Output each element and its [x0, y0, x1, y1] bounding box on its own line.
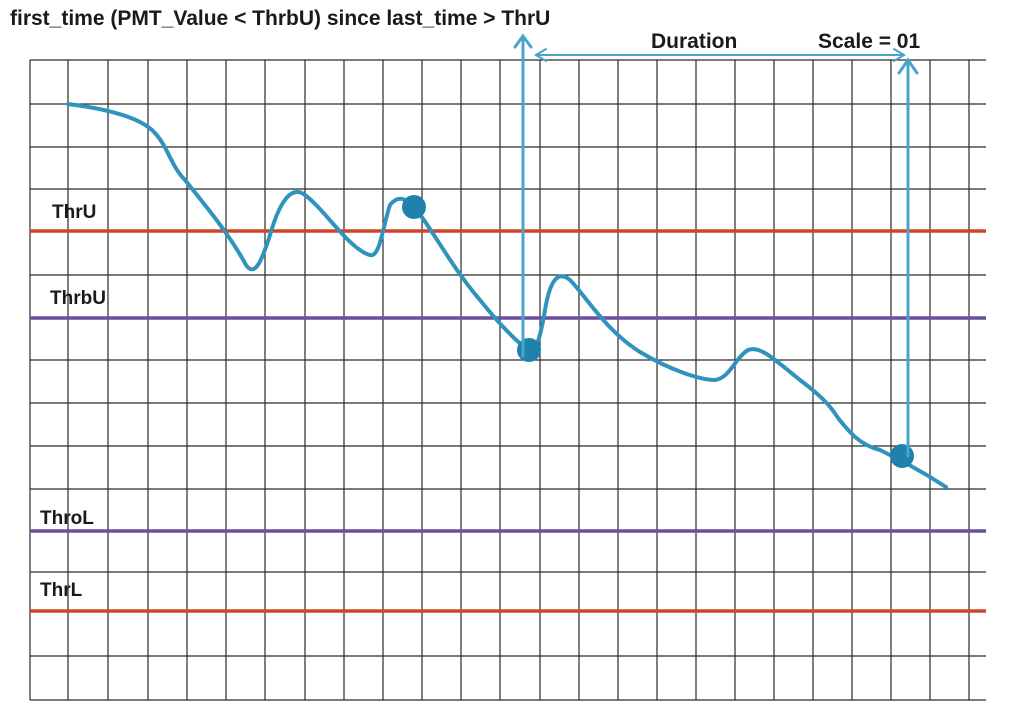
thrbu-crossing-marker — [517, 338, 541, 362]
thrbu-label: ThrbU — [50, 288, 106, 309]
throl-label: ThroL — [40, 508, 94, 529]
scale-label: Scale = 01 — [818, 30, 920, 53]
pmt-value-curve — [66, 102, 948, 489]
thrl-label: ThrL — [40, 580, 83, 601]
thru-label: ThrU — [52, 202, 96, 223]
diagram-title: first_time (PMT_Value < ThrbU) since las… — [10, 7, 550, 30]
duration-arrow — [534, 48, 906, 62]
first-crossing-marker — [402, 195, 426, 219]
end-vertical-arrow — [897, 57, 919, 458]
duration-label: Duration — [651, 30, 737, 53]
start-vertical-arrow — [513, 33, 533, 358]
grid — [29, 59, 986, 701]
current-time-marker — [890, 444, 914, 468]
